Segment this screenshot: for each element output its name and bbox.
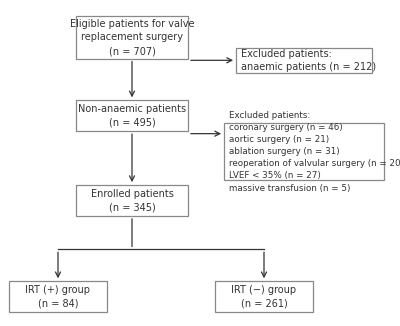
FancyBboxPatch shape	[9, 281, 107, 312]
Text: IRT (−) group
(n = 261): IRT (−) group (n = 261)	[232, 285, 296, 308]
FancyBboxPatch shape	[224, 123, 384, 180]
Text: Non-anaemic patients
(n = 495): Non-anaemic patients (n = 495)	[78, 104, 186, 127]
FancyBboxPatch shape	[76, 100, 188, 131]
FancyBboxPatch shape	[236, 48, 372, 72]
FancyBboxPatch shape	[76, 185, 188, 216]
Text: Enrolled patients
(n = 345): Enrolled patients (n = 345)	[90, 189, 174, 212]
FancyBboxPatch shape	[215, 281, 313, 312]
Text: Eligible patients for valve
replacement surgery
(n = 707): Eligible patients for valve replacement …	[70, 19, 194, 56]
Text: IRT (+) group
(n = 84): IRT (+) group (n = 84)	[26, 285, 90, 308]
FancyBboxPatch shape	[76, 16, 188, 59]
Text: Excluded patients:
anaemic patients (n = 212): Excluded patients: anaemic patients (n =…	[241, 49, 376, 72]
Text: Excluded patients:
coronary surgery (n = 46)
aortic surgery (n = 21)
ablation su: Excluded patients: coronary surgery (n =…	[229, 111, 400, 193]
